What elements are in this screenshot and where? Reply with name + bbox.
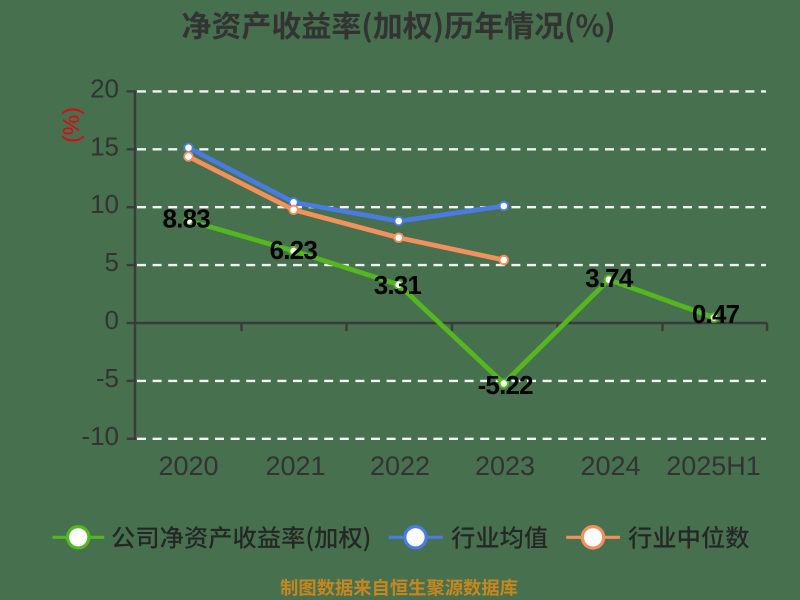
svg-text:-5.22: -5.22 (478, 370, 534, 400)
svg-text:8.83: 8.83 (162, 204, 210, 234)
svg-text:3.31: 3.31 (374, 270, 422, 300)
svg-text:-10: -10 (81, 421, 119, 451)
svg-text:0.47: 0.47 (692, 299, 740, 329)
svg-text:2020: 2020 (158, 451, 218, 481)
svg-text:2025H1: 2025H1 (666, 451, 761, 481)
svg-text:2021: 2021 (265, 451, 325, 481)
svg-text:6.23: 6.23 (270, 235, 318, 265)
svg-text:-5: -5 (96, 363, 119, 393)
svg-text:5: 5 (105, 247, 119, 277)
svg-text:2024: 2024 (580, 451, 640, 481)
svg-text:15: 15 (90, 131, 119, 161)
svg-text:20: 20 (90, 73, 119, 103)
svg-text:3.74: 3.74 (585, 263, 634, 293)
svg-text:2022: 2022 (370, 451, 430, 481)
svg-text:2023: 2023 (475, 451, 535, 481)
svg-text:10: 10 (90, 189, 119, 219)
svg-text:(%): (%) (58, 107, 84, 143)
svg-text:0: 0 (105, 305, 119, 335)
